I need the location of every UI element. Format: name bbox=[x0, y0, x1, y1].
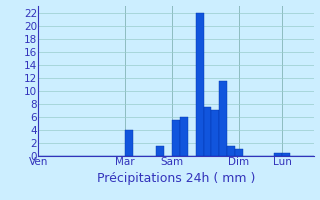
Bar bbox=[204, 107, 212, 156]
Bar bbox=[282, 153, 290, 156]
Bar bbox=[125, 130, 133, 156]
Bar bbox=[235, 149, 243, 156]
Bar bbox=[274, 153, 282, 156]
Bar bbox=[196, 13, 204, 156]
Bar bbox=[180, 117, 188, 156]
Bar bbox=[156, 146, 164, 156]
X-axis label: Précipitations 24h ( mm ): Précipitations 24h ( mm ) bbox=[97, 172, 255, 185]
Bar bbox=[172, 120, 180, 156]
Bar bbox=[219, 81, 227, 156]
Bar bbox=[227, 146, 235, 156]
Bar bbox=[212, 110, 219, 156]
